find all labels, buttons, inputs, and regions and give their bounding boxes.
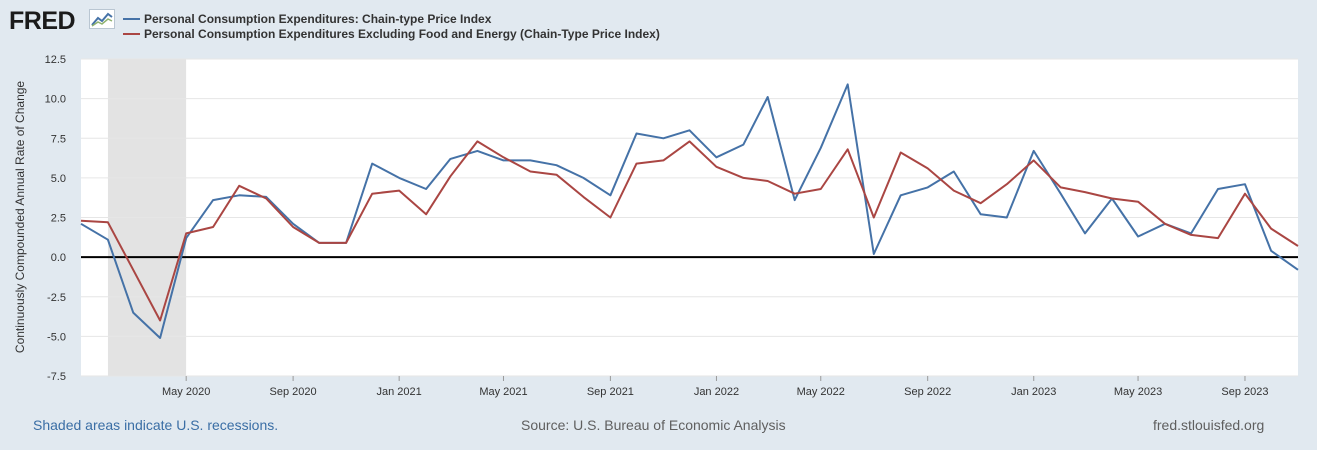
y-tick-label: 7.5 (51, 133, 66, 145)
y-axis-ticks: -7.5 -5.0 -2.5 0.0 2.5 5.0 7.5 10.0 12.5 (45, 54, 66, 383)
y-axis-title: Continuously Compounded Annual Rate of C… (13, 81, 27, 354)
series-line-0[interactable] (80, 83, 1299, 339)
source-note: Source: U.S. Bureau of Economic Analysis (521, 417, 786, 433)
y-tick-label: 5.0 (51, 173, 66, 185)
y-tick-label: 0.0 (51, 252, 66, 264)
x-tick-label: Sep 2021 (587, 386, 634, 398)
series-lines (80, 83, 1299, 339)
y-tick-label: -2.5 (47, 292, 66, 304)
x-tick-label: Jan 2022 (694, 386, 739, 398)
chart-line-icon (89, 9, 115, 29)
y-tick-label: 12.5 (45, 54, 66, 66)
x-tick-label: Sep 2020 (270, 386, 317, 398)
x-tick-label: Sep 2022 (904, 386, 951, 398)
x-tick-label: May 2020 (162, 386, 210, 398)
x-axis-ticks: May 2020 Sep 2020 Jan 2021 May 2021 Sep 2021… (162, 376, 1269, 398)
line-chart: -7.5 -5.0 -2.5 0.0 2.5 5.0 7.5 10.0 12.5 May 202… (13, 54, 1299, 398)
legend-item-core-pce[interactable]: Personal Consumption Expenditures Exclud… (123, 27, 660, 43)
series-line-1[interactable] (80, 140, 1299, 322)
y-tick-label: 2.5 (51, 213, 66, 225)
recession-note-link[interactable]: Shaded areas indicate U.S. recessions. (33, 417, 279, 433)
y-tick-label: 10.0 (45, 94, 66, 106)
fred-logo[interactable]: FRED (9, 7, 76, 35)
legend-swatch-core-pce (123, 32, 140, 35)
y-tick-label: -5.0 (47, 331, 66, 343)
x-tick-label: Sep 2023 (1221, 386, 1268, 398)
y-tick-label: -7.5 (47, 371, 66, 383)
x-tick-label: May 2023 (1114, 386, 1162, 398)
legend-swatch-pce (123, 17, 140, 20)
x-tick-label: Jan 2021 (377, 386, 422, 398)
x-tick-label: May 2022 (797, 386, 845, 398)
chart-header: FRED Personal Consumption Expenditures: … (0, 0, 1317, 50)
legend-item-pce[interactable]: Personal Consumption Expenditures: Chain… (123, 12, 491, 28)
x-tick-label: Jan 2023 (1011, 386, 1056, 398)
legend-label-core-pce: Personal Consumption Expenditures Exclud… (144, 27, 660, 41)
fred-url-link[interactable]: fred.stlouisfed.org (1153, 417, 1265, 433)
x-tick-label: May 2021 (479, 386, 527, 398)
legend-label-pce: Personal Consumption Expenditures: Chain… (144, 12, 492, 26)
